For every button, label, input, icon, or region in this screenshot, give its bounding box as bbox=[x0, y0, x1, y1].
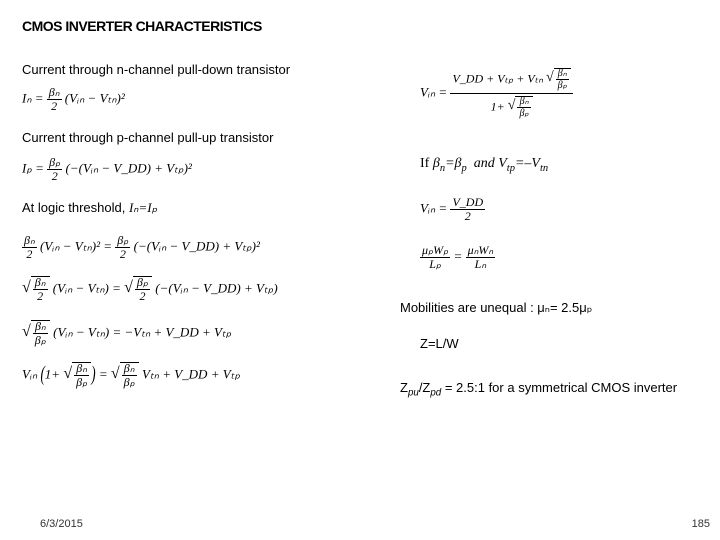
vdd2-num: V_DD bbox=[450, 196, 485, 210]
bn: βₙ bbox=[47, 86, 62, 100]
d4-1p: 1+ bbox=[45, 367, 60, 382]
ip-lhs: Iₚ = bbox=[22, 161, 44, 176]
vdd2-den: 2 bbox=[450, 210, 485, 223]
vin-bp: βₚ bbox=[556, 80, 569, 91]
d1-l: (Vᵢₙ − Vₜₙ)² bbox=[40, 239, 100, 254]
d4-bp2: βₚ bbox=[122, 376, 137, 389]
d4-r: Vₜₙ + V_DD + Vₜₚ bbox=[142, 367, 240, 382]
eq-in: Iₙ = βₙ 2 (Vᵢₙ − Vₜₙ)² bbox=[22, 86, 125, 113]
page-title: CMOS INVERTER CHARACTERISTICS bbox=[22, 18, 262, 34]
mu-l-den: Lₚ bbox=[420, 258, 450, 271]
eq-ip: Iₚ = βₚ 2 (−(Vᵢₙ − V_DD) + Vₜₚ)² bbox=[22, 156, 192, 183]
d2-bn: βₙ bbox=[33, 276, 48, 290]
d3-r: = −Vₜₙ + V_DD + Vₜₚ bbox=[112, 325, 231, 340]
atlogic-text: At logic threshold, bbox=[22, 200, 125, 215]
d4-bn2: βₙ bbox=[122, 362, 137, 376]
d1-bn: βₙ bbox=[22, 234, 37, 248]
p-inner: (−(Vᵢₙ − V_DD) + Vₜₚ)² bbox=[66, 161, 192, 176]
bp: βₚ bbox=[47, 156, 62, 170]
label-zlw: Z=L/W bbox=[420, 336, 459, 351]
footer-page: 185 bbox=[692, 518, 710, 530]
mu-r-den: Lₙ bbox=[466, 258, 496, 271]
label-mobil: Mobilities are unequal : μₙ= 2.5μₚ bbox=[400, 300, 592, 316]
label-nchan: Current through n-channel pull-down tran… bbox=[22, 62, 290, 77]
in-lhs: Iₙ = bbox=[22, 91, 44, 106]
vin-bn: βₙ bbox=[556, 68, 569, 80]
d2-2: 2 bbox=[33, 290, 48, 303]
label-pchan: Current through p-channel pull-up transi… bbox=[22, 130, 273, 145]
eq-deriv3: √ βₙ βₚ (Vᵢₙ − Vₜₙ) = −Vₜₙ + V_DD + Vₜₚ bbox=[22, 320, 231, 347]
label-atlogic: At logic threshold, Iₙ=Iₚ bbox=[22, 200, 157, 216]
two: 2 bbox=[47, 100, 62, 113]
vin-vtn2: (Vᵢₙ − Vₜₙ)² bbox=[65, 91, 125, 106]
eq-deriv2: √ βₙ 2 (Vᵢₙ − Vₜₙ) = √ βₚ 2 (−(Vᵢₙ − V_D… bbox=[22, 276, 278, 303]
eq-deriv4: Vᵢₙ (1+ √ βₙ βₚ ) = √ βₙ βₚ Vₜₙ + V_DD +… bbox=[22, 362, 240, 389]
two2: 2 bbox=[47, 170, 62, 183]
d2-bp: βₚ bbox=[135, 276, 150, 290]
d3-bp: βₚ bbox=[33, 334, 48, 347]
vin-1p: 1+ bbox=[491, 99, 505, 113]
d2-2b: 2 bbox=[135, 290, 150, 303]
mu-r-num: μₙWₙ bbox=[466, 244, 496, 258]
label-ifcond: If If βₙ=βₚ and Vₜₚ=–Vₜₙ βn=βp and Vtp=–… bbox=[420, 156, 548, 174]
d2-r: (−(Vᵢₙ − V_DD) + Vₜₚ) bbox=[155, 281, 277, 296]
atlogic-eq: Iₙ=Iₚ bbox=[129, 200, 157, 215]
footer-date: 6/3/2015 bbox=[40, 518, 83, 530]
d3-l: (Vᵢₙ − Vₜₙ) bbox=[53, 325, 109, 340]
d1-bp: βₚ bbox=[115, 234, 130, 248]
eq-vin-vdd2: Vᵢₙ = V_DD 2 bbox=[420, 196, 485, 223]
vin-num: V_DD + Vₜₚ + Vₜₙ bbox=[452, 71, 543, 85]
vin-bn2: βₙ bbox=[517, 96, 530, 108]
vin-lhs: Vᵢₙ = bbox=[420, 84, 447, 99]
d3-bn: βₙ bbox=[33, 320, 48, 334]
vdd2-lhs: Vᵢₙ = bbox=[420, 201, 447, 216]
d2-l: (Vᵢₙ − Vₜₙ) bbox=[53, 281, 109, 296]
d4-bp: βₚ bbox=[74, 376, 89, 389]
eq-deriv1: βₙ 2 (Vᵢₙ − Vₜₙ)² = βₚ 2 (−(Vᵢₙ − V_DD) … bbox=[22, 234, 260, 261]
d1-r: (−(Vᵢₙ − V_DD) + Vₜₚ)² bbox=[134, 239, 260, 254]
eq-vin-big: Vᵢₙ = V_DD + Vₜₚ + Vₜₙ √ βₙ βₚ 1+ √ βₙ β… bbox=[420, 68, 573, 119]
d4-bn: βₙ bbox=[74, 362, 89, 376]
vin-bp2: βₚ bbox=[517, 108, 530, 119]
d1-2: 2 bbox=[22, 248, 37, 261]
eq-mu: μₚWₚ Lₚ = μₙWₙ Lₙ bbox=[420, 244, 495, 271]
mu-l-num: μₚWₚ bbox=[420, 244, 450, 258]
d1-2b: 2 bbox=[115, 248, 130, 261]
label-ratio: Zpu/Zpd = 2.5:1 for a symmetrical CMOS i… bbox=[400, 380, 677, 399]
